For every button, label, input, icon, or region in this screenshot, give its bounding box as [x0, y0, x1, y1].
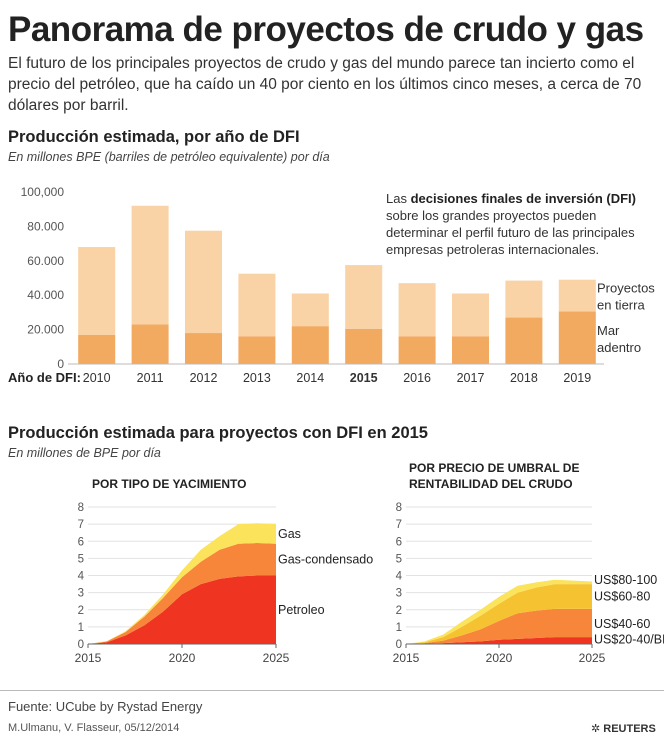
chart2-y-tick-label: 6 — [78, 536, 84, 548]
chart2-y-tick-label: 7 — [78, 519, 84, 531]
chart2-title: POR TIPO DE YACIMIENTO — [92, 477, 247, 491]
chart3-series-label: US$20-40/BPE — [594, 633, 664, 647]
bar-offshore — [505, 317, 543, 364]
legend-offshore-line1: Mar — [597, 323, 620, 338]
bar-offshore — [131, 324, 169, 364]
x-tick-label: 2011 — [137, 371, 164, 385]
bar-onshore — [238, 273, 276, 337]
chart2-x-tick-label: 2020 — [169, 651, 196, 665]
dfi-note: Las decisiones finales de inversión (DFI… — [386, 190, 656, 258]
chart2-series-label: Petroleo — [278, 603, 325, 617]
chart2-y-tick-label: 3 — [78, 588, 84, 600]
chart3-title: POR PRECIO DE UMBRAL DE RENTABILIDAD DEL… — [409, 461, 580, 491]
x-tick-label: 2012 — [190, 371, 218, 385]
page-title: Panorama de proyectos de crudo y gas — [8, 10, 644, 49]
chart3-y-tick-label: 0 — [396, 639, 402, 651]
chart2-area-1 — [88, 543, 276, 644]
chart2-x-tick-label: 2015 — [75, 651, 102, 665]
dfi-note-prefix: Las — [386, 191, 411, 206]
bar-offshore — [398, 336, 436, 364]
x-tick-label: 2016 — [403, 371, 431, 385]
x-tick-label: 2018 — [510, 371, 538, 385]
chart3-y-tick-label: 2 — [396, 605, 402, 617]
bar-onshore — [131, 205, 169, 325]
chart3-y-tick-label: 4 — [396, 571, 403, 583]
chart3-series-label: US$80-100 — [594, 573, 657, 587]
legend-onshore-line1: Proyectos — [597, 281, 655, 296]
chart3-y-tick-label: 8 — [396, 502, 402, 514]
section2-subtitle: En millones de BPE por día — [8, 446, 161, 460]
bar-offshore — [558, 311, 596, 364]
y-tick-label: 0 — [57, 357, 64, 371]
dfi-note-bold: decisiones finales de inversión (DFI) — [410, 191, 636, 206]
y-tick-label: 40.000 — [27, 288, 64, 302]
legend-offshore-line2: adentro — [597, 340, 641, 355]
reuters-logo-text: REUTERS — [603, 723, 656, 735]
chart3-area-2 — [406, 584, 592, 644]
chart2-y-tick-label: 0 — [78, 639, 84, 651]
bar-onshore — [505, 280, 543, 318]
x-tick-label: 2017 — [457, 371, 485, 385]
legend-onshore-line2: en tierra — [597, 298, 645, 313]
chart2-y-tick-label: 4 — [78, 571, 85, 583]
bar-onshore — [345, 265, 383, 329]
reuters-logo-icon: ✲ — [591, 723, 604, 735]
chart3-series-label: US$60-80 — [594, 589, 650, 603]
x-tick-label: 2010 — [83, 371, 111, 385]
bar-onshore — [398, 283, 436, 337]
chart2-y-tick-label: 5 — [78, 553, 84, 565]
source-text: Fuente: UCube by Rystad Energy — [8, 699, 203, 714]
chart2-y-tick-label: 2 — [78, 605, 84, 617]
chart2-area-2 — [88, 523, 276, 644]
chart2-x-tick-label: 2025 — [263, 651, 290, 665]
bar-offshore — [452, 336, 489, 364]
bar-onshore — [452, 293, 489, 337]
y-tick-label: 60.000 — [27, 254, 64, 268]
section1-subtitle: En millones BPE (barriles de petróleo eq… — [8, 150, 330, 164]
credit-text: M.Ulmanu, V. Flasseur, 05/12/2014 — [8, 722, 180, 734]
chart3-y-tick-label: 6 — [396, 536, 402, 548]
footer-divider — [0, 690, 664, 691]
chart3-x-tick-label: 2015 — [393, 651, 420, 665]
x-tick-label: 2019 — [563, 371, 591, 385]
chart2-series-label: Gas-condensado — [278, 553, 373, 567]
chart3-y-tick-label: 1 — [396, 622, 402, 634]
page-subtitle: El futuro de los principales proyectos d… — [8, 55, 642, 114]
x-axis-label: Año de DFI: — [8, 370, 81, 385]
chart3-x-tick-label: 2020 — [486, 651, 513, 665]
bar-onshore — [558, 279, 596, 312]
x-tick-label: 2013 — [243, 371, 271, 385]
chart2-y-tick-label: 8 — [78, 502, 84, 514]
chart3-x-tick-label: 2025 — [579, 651, 606, 665]
x-tick-label: 2015 — [350, 371, 378, 385]
y-tick-label: 20.000 — [27, 323, 64, 337]
bar-offshore — [345, 328, 383, 364]
chart2-area-0 — [88, 575, 276, 644]
bar-offshore — [185, 333, 222, 364]
chart2-series-label: Gas — [278, 527, 301, 541]
chart3-y-tick-label: 7 — [396, 519, 402, 531]
bar-onshore — [291, 293, 329, 327]
chart3-area-0 — [406, 637, 592, 644]
chart3-series-label: US$40-60 — [594, 617, 650, 631]
y-tick-label: 80.000 — [27, 219, 64, 233]
chart3-y-tick-label: 3 — [396, 588, 402, 600]
dfi-note-rest: sobre los grandes proyectos pueden deter… — [386, 208, 635, 257]
section1-title: Producción estimada, por año de DFI — [8, 128, 300, 146]
y-tick-label: 100,000 — [21, 185, 65, 199]
bar-onshore — [185, 230, 222, 334]
reuters-logo: ✲ REUTERS — [591, 722, 656, 735]
bar-offshore — [291, 326, 329, 364]
bar-onshore — [78, 247, 116, 335]
section2-title: Producción estimada para proyectos con D… — [8, 424, 428, 442]
bar-offshore — [238, 336, 276, 364]
chart3-y-tick-label: 5 — [396, 553, 402, 565]
chart3-area-1 — [406, 608, 592, 644]
bar-offshore — [78, 334, 116, 364]
chart2-y-tick-label: 1 — [78, 622, 84, 634]
x-tick-label: 2014 — [296, 371, 324, 385]
